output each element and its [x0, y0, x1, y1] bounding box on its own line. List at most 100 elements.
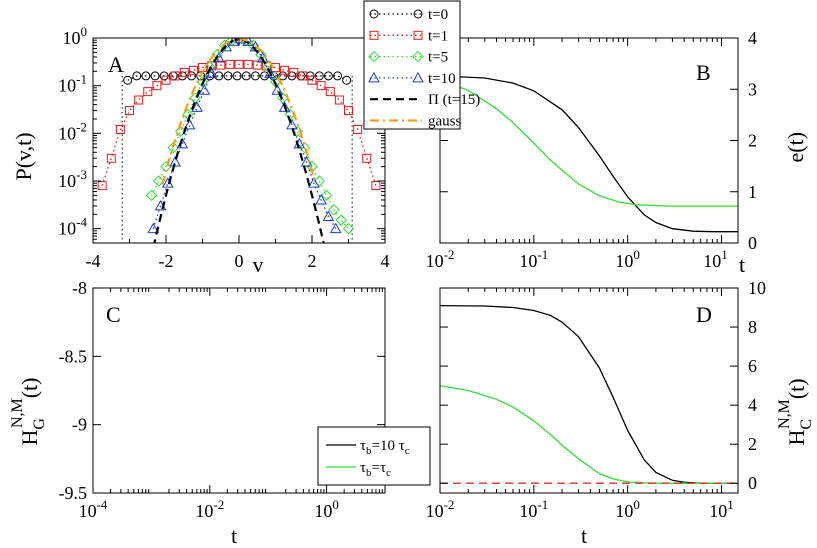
legend-item: t=0 [369, 7, 448, 23]
y-tick-label: 10 [748, 278, 766, 298]
data-point [353, 125, 363, 135]
data-point [328, 203, 340, 216]
data-point [132, 71, 142, 81]
y-tick-label: 100 [63, 24, 88, 48]
data-point [325, 87, 335, 97]
data-point [232, 71, 242, 81]
y-tick-label: -8.5 [59, 346, 88, 366]
plot-frame [439, 37, 739, 244]
legend-item: t=5 [368, 50, 448, 66]
plot-frame [92, 287, 386, 494]
plot-area [440, 304, 738, 484]
data-point [125, 106, 134, 116]
data-point [234, 59, 244, 69]
legend-marker [369, 9, 379, 19]
data-point [216, 60, 226, 70]
legend-label: τb​=τc​ [360, 460, 391, 479]
data-point [196, 76, 209, 88]
data-point [147, 222, 160, 234]
y-tick-label: 3 [748, 79, 757, 99]
panel-D: 10-2 10-1 100 101 0 2 4 6 8 10 Dt HCN,M(t) [426, 278, 815, 548]
x-tick-label: 0 [235, 251, 244, 271]
legend-marker [368, 71, 380, 83]
legend-label: t=10 [428, 71, 456, 87]
data-point [134, 95, 144, 105]
data-point [198, 84, 211, 95]
data-point [143, 87, 153, 97]
panel-label: A [108, 52, 124, 77]
x-axis-label: t [739, 252, 745, 277]
x-axis-label: t [231, 523, 237, 548]
panel-C: 10-4 10-2 100 -9.5 -9 -8.5 -8 Ct HGN,M(t) [9, 278, 386, 548]
x-axis-label: v [253, 252, 264, 277]
legend-marker [369, 30, 379, 40]
x-tick-label: 101 [709, 497, 734, 521]
data-point [335, 214, 347, 226]
x-tick-label: -2 [159, 251, 174, 271]
series-line [150, 38, 349, 230]
data-point [342, 75, 352, 85]
x-tick-label: -4 [86, 251, 101, 271]
series-tau-b-tau-c [440, 79, 738, 207]
data-point [169, 155, 181, 167]
y-tick-label: 10-1 [58, 72, 87, 96]
y-axis-label: HGN,M(t) [9, 378, 48, 446]
y-tick-label: -8 [72, 278, 87, 298]
data-point [278, 71, 288, 81]
data-point [320, 189, 333, 202]
data-point [141, 71, 151, 81]
y-tick-label: 10-3 [58, 167, 87, 191]
data-point [307, 177, 320, 188]
y-tick-label: 8 [748, 317, 757, 337]
data-point [271, 84, 284, 95]
legend-marker [368, 50, 380, 63]
legend-marker [413, 9, 423, 19]
legend-item: τb​=τc​ [326, 460, 391, 479]
data-point [243, 59, 253, 69]
plot-area [440, 75, 738, 233]
y-tick-label: 6 [748, 356, 757, 376]
data-point [329, 222, 342, 234]
y-axis-label: HCN,M(t) [776, 378, 815, 445]
data-point [106, 153, 116, 163]
legend-marker [412, 50, 424, 63]
data-point [170, 71, 180, 81]
x-tick-label: 10-4 [79, 497, 108, 521]
legend-box [363, 0, 461, 130]
data-point [313, 175, 326, 187]
data-point [220, 40, 233, 52]
legend-label: t=1 [428, 28, 448, 44]
data-point [260, 71, 270, 81]
legend-a: t=0 t=1 t=5 t=10 Π (t=15) gauss [363, 0, 480, 130]
y-tick-label: 2 [748, 131, 757, 151]
data-point [174, 125, 187, 138]
legend-item: t=10 [368, 71, 456, 87]
data-point [250, 71, 260, 81]
data-point [152, 81, 162, 91]
series-tau-b-10-tau-c [440, 75, 738, 233]
plot-frame [439, 287, 739, 494]
x-tick-label: 100 [615, 497, 640, 521]
x-tick-label: 10-2 [426, 247, 455, 271]
y-axis-label: P(v,t) [11, 132, 36, 180]
x-tick-label: 2 [308, 251, 317, 271]
data-point [205, 67, 218, 78]
y-axis-label: e(t) [783, 132, 808, 163]
data-point [152, 175, 165, 187]
y-tick-label: 4 [748, 395, 757, 415]
series-tau-b-tau-c [440, 384, 738, 484]
data-point [362, 153, 372, 163]
y-tick-label: 0 [748, 233, 757, 253]
legend-marker [412, 71, 424, 83]
y-tick-label: -9 [72, 415, 87, 435]
data-point [307, 75, 317, 85]
data-point [289, 67, 299, 77]
data-point [225, 59, 235, 69]
series-line [440, 79, 738, 207]
x-axis-label: t [581, 523, 587, 548]
panel-A: -4 -2 0 2 4 10-4 10-3 10-2 10-1 100 Av P(v,t) [11, 24, 390, 277]
plot-frame [92, 37, 386, 244]
panel-label: B [696, 60, 711, 85]
